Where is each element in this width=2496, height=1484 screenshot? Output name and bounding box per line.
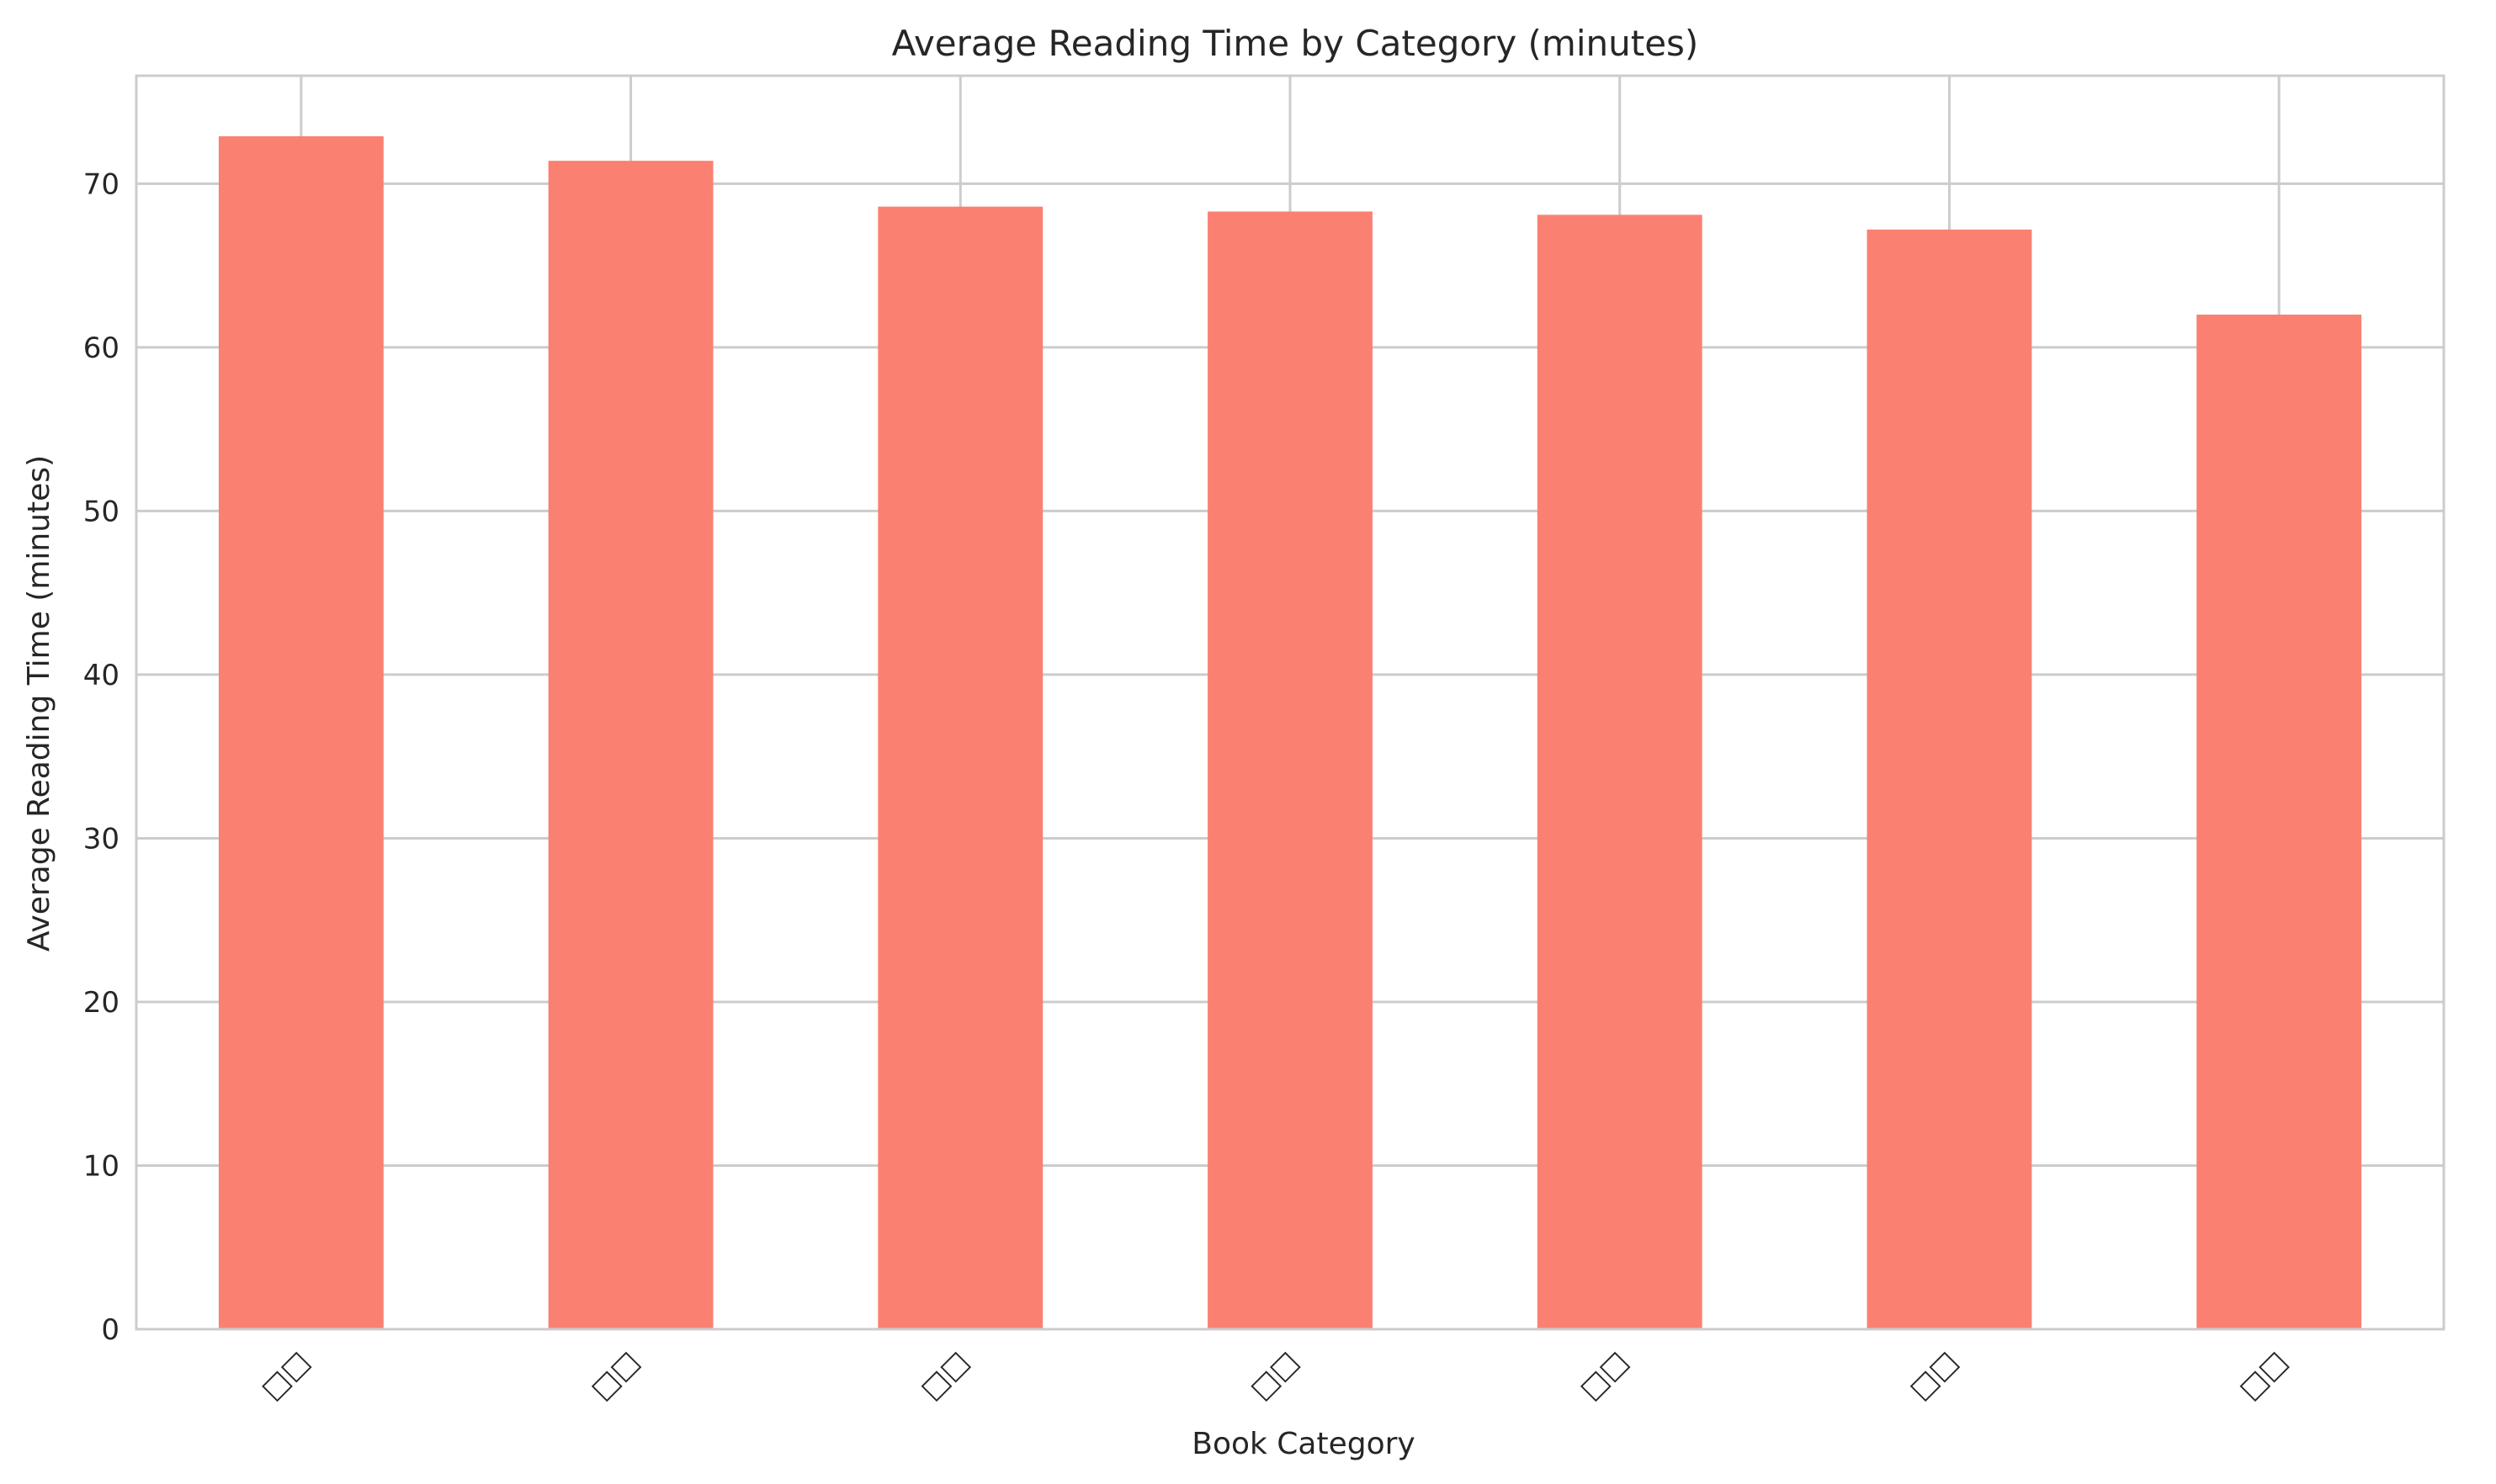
bar [218,135,384,1329]
y-tick-label: 30 [83,822,119,856]
plot-frame [135,74,2446,1331]
bar [2196,314,2362,1330]
y-tick-label: 50 [83,495,119,528]
y-tick-label: 40 [83,659,119,692]
bar [548,161,714,1330]
x-tick-label: □□ [255,1344,317,1407]
x-tick-label: □□ [584,1344,646,1407]
y-axis-label: Average Reading Time (minutes) [22,455,56,951]
x-tick-label: □□ [1573,1344,1635,1407]
y-tick-label: 20 [83,986,119,1020]
bar [878,206,1044,1330]
x-tick-label: □□ [2233,1344,2295,1407]
x-tick-label: □□ [1903,1344,1965,1407]
y-tick-label: 60 [83,331,119,365]
x-tick-labels: □□ □□ □□ □□ □□ □□ □□ [255,1344,2295,1407]
y-tick-labels: 0 10 20 30 40 50 60 70 [83,167,119,1347]
bar [1867,229,2032,1329]
y-tick-label: 0 [101,1313,119,1347]
x-tick-label: □□ [914,1344,976,1407]
chart-title: Average Reading Time by Category (minute… [892,23,1699,64]
bar [1537,215,1702,1329]
y-tick-label: 70 [83,167,119,201]
x-axis-label: Book Category [1192,1427,1415,1461]
x-tick-label: □□ [1244,1344,1306,1407]
bars-layer [218,135,2362,1330]
bar [1208,211,1373,1329]
y-tick-label: 10 [83,1149,119,1183]
